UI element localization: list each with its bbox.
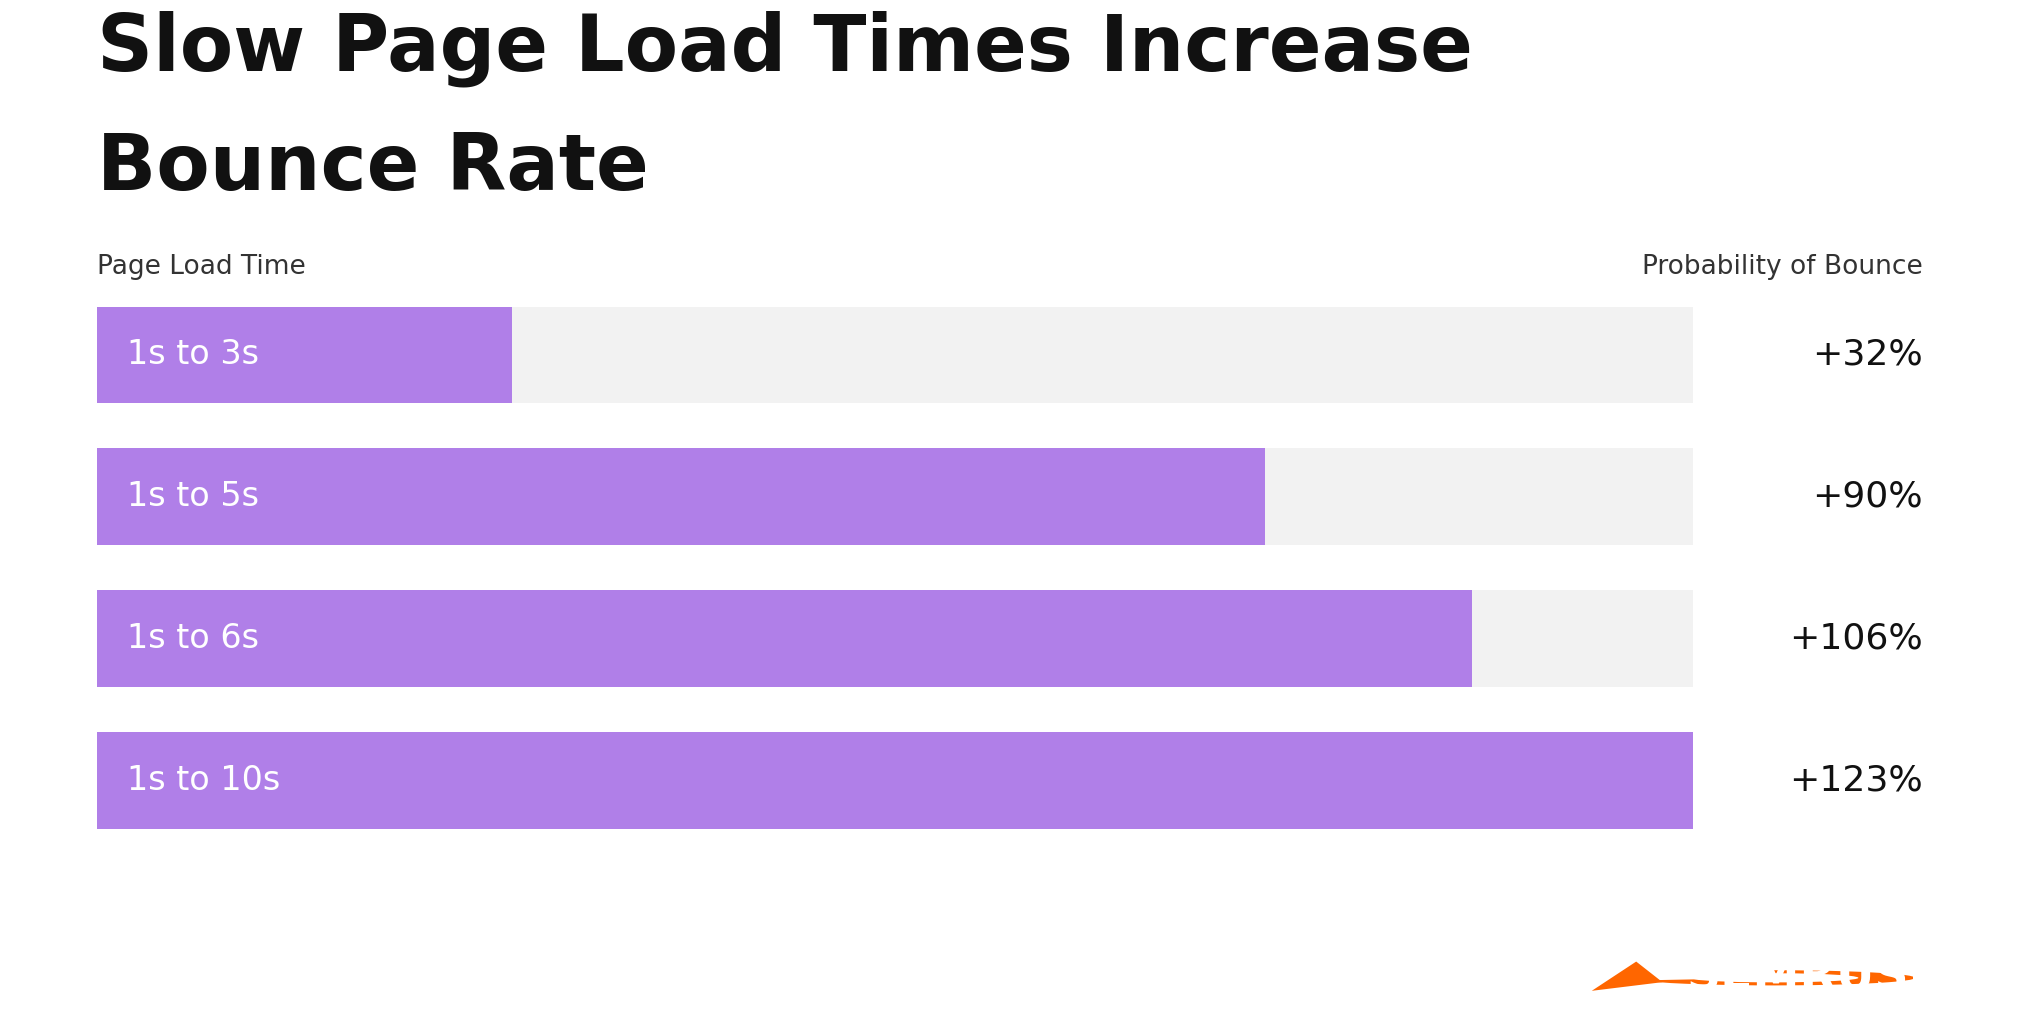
Polygon shape xyxy=(1592,962,1662,991)
FancyBboxPatch shape xyxy=(97,733,1693,829)
Wedge shape xyxy=(1640,970,1915,986)
Text: 1s to 6s: 1s to 6s xyxy=(127,622,259,655)
FancyBboxPatch shape xyxy=(97,590,1473,687)
Text: +32%: +32% xyxy=(1812,337,1923,372)
Text: +123%: +123% xyxy=(1790,764,1923,798)
Text: 1s to 10s: 1s to 10s xyxy=(127,764,281,797)
Text: Page Load Time: Page Load Time xyxy=(97,254,305,280)
Text: +106%: +106% xyxy=(1790,621,1923,655)
Text: SEMRUSH: SEMRUSH xyxy=(1687,956,1949,1000)
Text: semrush.com: semrush.com xyxy=(77,963,283,993)
Text: 1s to 5s: 1s to 5s xyxy=(127,480,259,513)
Text: 1s to 3s: 1s to 3s xyxy=(127,338,259,372)
FancyBboxPatch shape xyxy=(97,448,1693,545)
FancyBboxPatch shape xyxy=(97,307,1693,402)
FancyBboxPatch shape xyxy=(97,448,1265,545)
Text: +90%: +90% xyxy=(1812,480,1923,514)
FancyBboxPatch shape xyxy=(97,307,513,402)
Text: Slow Page Load Times Increase: Slow Page Load Times Increase xyxy=(97,10,1473,87)
FancyBboxPatch shape xyxy=(97,590,1693,687)
FancyBboxPatch shape xyxy=(97,733,1693,829)
Text: Probability of Bounce: Probability of Bounce xyxy=(1642,254,1923,280)
Text: Bounce Rate: Bounce Rate xyxy=(97,130,648,206)
